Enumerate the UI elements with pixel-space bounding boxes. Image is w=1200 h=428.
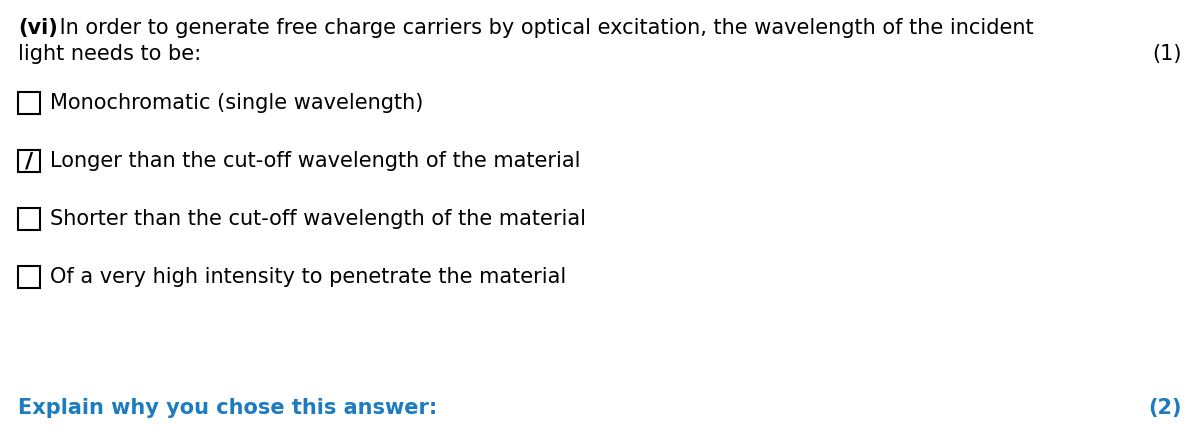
Text: Monochromatic (single wavelength): Monochromatic (single wavelength) [50, 93, 424, 113]
Text: Explain why you chose this answer:: Explain why you chose this answer: [18, 398, 437, 418]
Bar [18, 208, 40, 230]
Bar [18, 266, 40, 288]
Bar [18, 150, 40, 172]
Bar [18, 92, 40, 114]
Text: /: / [25, 151, 34, 171]
Text: (1): (1) [1152, 44, 1182, 64]
Text: (2): (2) [1148, 398, 1182, 418]
Text: (vi): (vi) [18, 18, 58, 38]
Text: Of a very high intensity to penetrate the material: Of a very high intensity to penetrate th… [50, 267, 566, 287]
Text: Longer than the cut-off wavelength of the material: Longer than the cut-off wavelength of th… [50, 151, 581, 171]
Text: In order to generate free charge carriers by optical excitation, the wavelength : In order to generate free charge carrier… [53, 18, 1033, 38]
Text: Shorter than the cut-off wavelength of the material: Shorter than the cut-off wavelength of t… [50, 209, 586, 229]
Text: light needs to be:: light needs to be: [18, 44, 202, 64]
